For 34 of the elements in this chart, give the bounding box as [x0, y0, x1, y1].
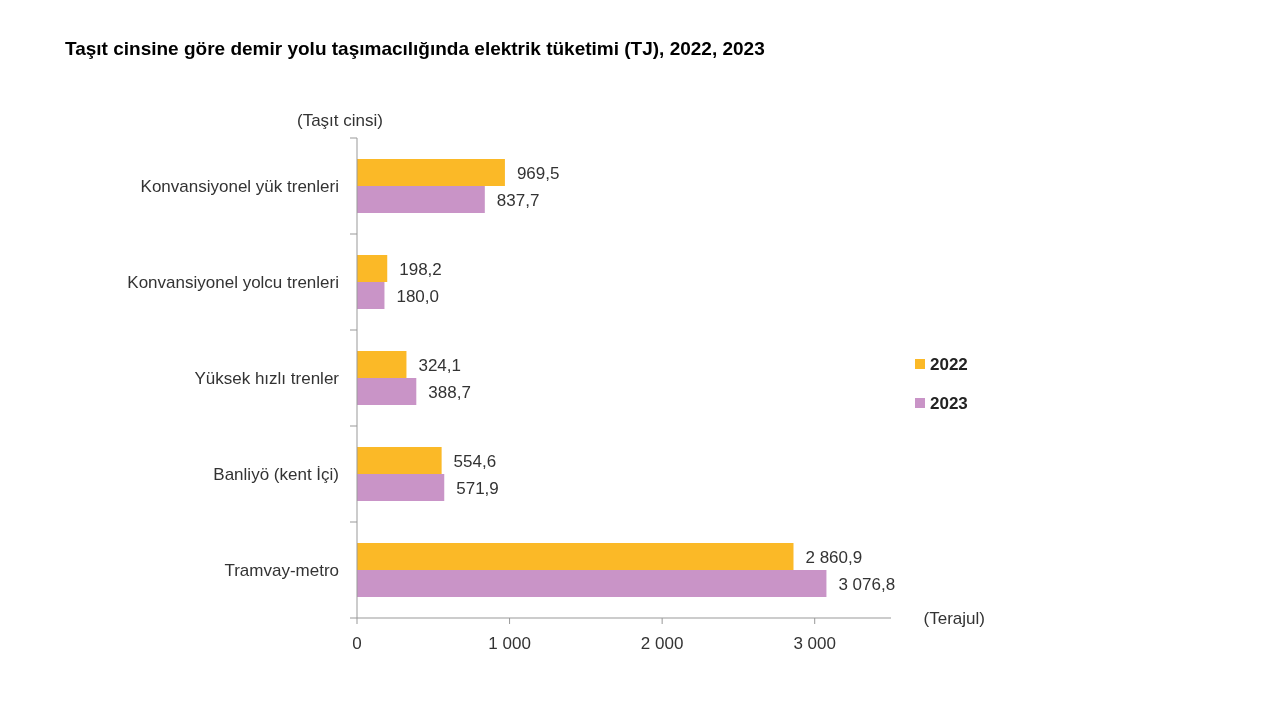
data-label: 180,0 — [396, 286, 440, 306]
data-label: 3 076,8 — [838, 574, 896, 594]
chart-title: Taşıt cinsine göre demir yolu taşımacılığında elektrik tüketimi (TJ), 2022, 2023 — [65, 38, 765, 59]
bar — [357, 378, 417, 405]
y-axis-title: (Taşıt cinsi) — [297, 111, 383, 130]
bar — [357, 543, 794, 570]
y-tick-label: Konvansiyonel yük trenleri — [140, 177, 339, 196]
data-label: 2 860,9 — [805, 547, 863, 567]
bar — [357, 351, 407, 378]
x-tick-label: 3 000 — [793, 634, 836, 653]
data-label: 324,1 — [418, 355, 461, 375]
data-label: 837,7 — [496, 190, 540, 210]
y-tick-label: Tramvay-metro — [224, 561, 339, 580]
x-tick-label: 2 000 — [640, 634, 684, 653]
data-label: 198,2 — [399, 259, 442, 279]
bar — [357, 570, 827, 597]
x-tick-label: 0 — [352, 634, 362, 653]
legend-label: 2022 — [930, 355, 968, 374]
y-tick-label: Yüksek hızlı trenler — [194, 369, 340, 388]
legend-label: 2023 — [930, 394, 968, 413]
bar — [357, 282, 385, 309]
bar — [357, 255, 388, 282]
x-axis-title: (Terajul) — [923, 609, 985, 628]
x-tick-label: 1 000 — [488, 634, 531, 653]
bar — [357, 447, 442, 474]
bar — [357, 159, 505, 186]
bar — [357, 186, 485, 213]
bar — [357, 474, 445, 501]
y-tick-label: Banliyö (kent İçi) — [213, 465, 339, 484]
data-label: 571,9 — [456, 478, 499, 498]
data-label: 554,6 — [453, 451, 497, 471]
data-label: 388,7 — [428, 382, 471, 402]
y-tick-label: Konvansiyonel yolcu trenleri — [127, 273, 339, 292]
data-label: 969,5 — [516, 163, 560, 183]
